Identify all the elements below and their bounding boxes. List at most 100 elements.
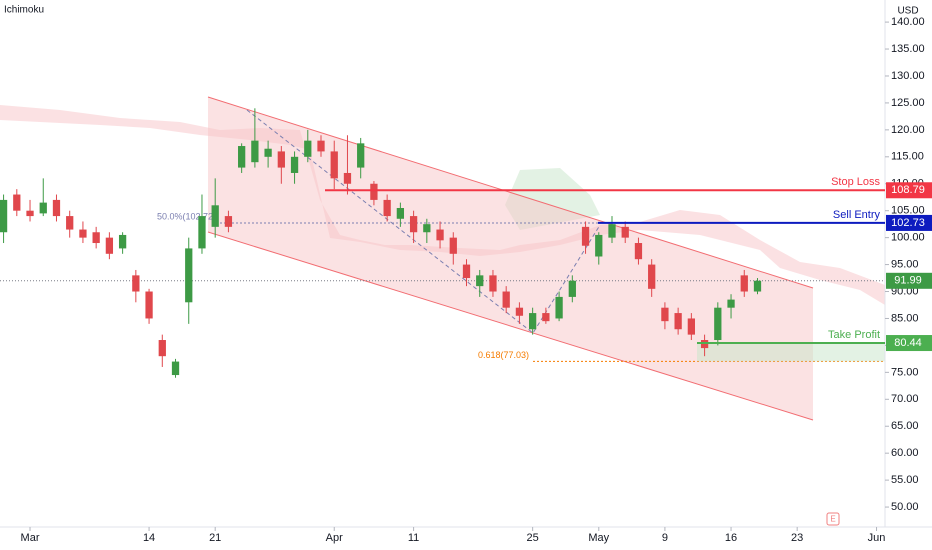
y-tick-label: 105.00 — [891, 205, 925, 217]
y-tick-label: 70.00 — [891, 393, 919, 405]
x-tick-label: 9 — [662, 532, 668, 544]
price-tag — [886, 182, 932, 199]
earnings-icon[interactable] — [826, 512, 840, 526]
x-tick-label: 16 — [725, 532, 737, 544]
price-tag — [886, 335, 932, 352]
candle-body — [145, 291, 153, 319]
candle-body — [502, 291, 510, 308]
candle-body — [515, 307, 524, 316]
candle-body — [264, 148, 272, 157]
take-profit-zone — [697, 343, 885, 362]
candle-body — [357, 143, 365, 168]
level-label: Sell Entry — [833, 209, 881, 221]
x-tick-label: 11 — [408, 532, 419, 544]
candle-body — [674, 313, 682, 330]
candle-body — [462, 264, 471, 279]
channel-fill — [208, 97, 813, 420]
y-tick-label: 60.00 — [891, 447, 919, 459]
candle-body — [714, 307, 722, 341]
candle-body — [634, 243, 643, 260]
channel-top — [207, 96, 814, 289]
candle-body — [661, 307, 669, 322]
y-tick-label: 65.00 — [891, 420, 919, 432]
x-tick-label: 14 — [143, 532, 155, 544]
price-tag-label: 80.44 — [894, 337, 922, 349]
candle-body — [317, 140, 325, 152]
x-tick-label: 23 — [791, 532, 803, 544]
candle-body — [621, 226, 629, 238]
candle-body — [409, 216, 418, 233]
candle-body — [224, 216, 233, 227]
candle-body — [92, 232, 100, 244]
candle-body — [158, 340, 166, 357]
candle-body — [277, 151, 285, 168]
candle-body — [79, 229, 87, 238]
y-tick-label: 85.00 — [891, 312, 919, 324]
candle-body — [529, 313, 537, 330]
y-tick-label: 55.00 — [891, 474, 919, 486]
y-tick-label: 75.00 — [891, 366, 919, 378]
candle-body — [0, 199, 8, 233]
price-tag-label: 108.79 — [891, 184, 925, 196]
channel-bottom — [207, 231, 814, 421]
candle-body — [185, 248, 193, 303]
candle-body — [132, 275, 140, 292]
candle-body — [595, 234, 603, 257]
candle-body — [13, 194, 21, 211]
y-tick-label: 100.00 — [891, 232, 925, 244]
candle-body — [304, 140, 312, 157]
candle-body — [198, 216, 206, 249]
candle-body — [489, 275, 497, 292]
candle-body — [118, 234, 127, 249]
currency: USD — [897, 6, 918, 17]
y-tick-label: 140.00 — [891, 16, 925, 28]
candle-body — [66, 216, 74, 230]
candle-body — [238, 146, 246, 168]
y-tick-label: 95.00 — [891, 258, 919, 270]
candle-body — [542, 313, 550, 322]
candle-body — [700, 340, 709, 349]
x-tick-label: Mar — [21, 532, 40, 544]
candle-body — [290, 156, 299, 173]
candle-body — [171, 361, 180, 376]
candle-body — [555, 296, 563, 319]
x-tick-label: 21 — [209, 532, 221, 544]
candle-body — [105, 237, 114, 254]
fib-label: 0.618(77.03) — [478, 350, 529, 360]
level-label: Take Profit — [828, 329, 880, 341]
zigzag — [246, 109, 601, 334]
candle-body — [608, 224, 616, 238]
candle-body — [753, 280, 762, 292]
price-tag — [886, 214, 932, 231]
indicator-name: Ichimoku — [4, 5, 44, 16]
x-tick-label: Apr — [326, 532, 343, 544]
y-tick-label: 125.00 — [891, 97, 925, 109]
fib-label: 50.0%(102.72) — [157, 211, 216, 221]
candle-body — [211, 205, 219, 227]
earnings-icon-letter: E — [830, 515, 835, 524]
price-tag-label: 91.99 — [894, 275, 922, 287]
y-tick-label: 135.00 — [891, 43, 925, 55]
x-tick-label: 25 — [527, 532, 539, 544]
level-label: Stop Loss — [831, 176, 880, 188]
candle-body — [648, 264, 656, 289]
candle-body — [383, 199, 391, 217]
candle-body — [476, 275, 484, 287]
y-tick-label: 115.00 — [891, 151, 924, 163]
candle-body — [727, 299, 735, 308]
candle-body — [687, 318, 695, 335]
candle-body — [581, 226, 590, 246]
candle-body — [330, 151, 338, 179]
candle-body — [436, 229, 444, 241]
y-tick-label: 130.00 — [891, 70, 925, 82]
candle-body — [343, 172, 352, 184]
candle-body — [423, 224, 431, 233]
x-tick-label: Jun — [868, 532, 886, 544]
price-tag — [886, 272, 932, 289]
candle-body — [52, 199, 61, 217]
plot: 50.0%(102.72) 0.618(77.03) — [0, 108, 885, 378]
candle-body — [251, 140, 259, 163]
y-tick-label: 120.00 — [891, 124, 925, 136]
candle-body — [370, 183, 378, 200]
